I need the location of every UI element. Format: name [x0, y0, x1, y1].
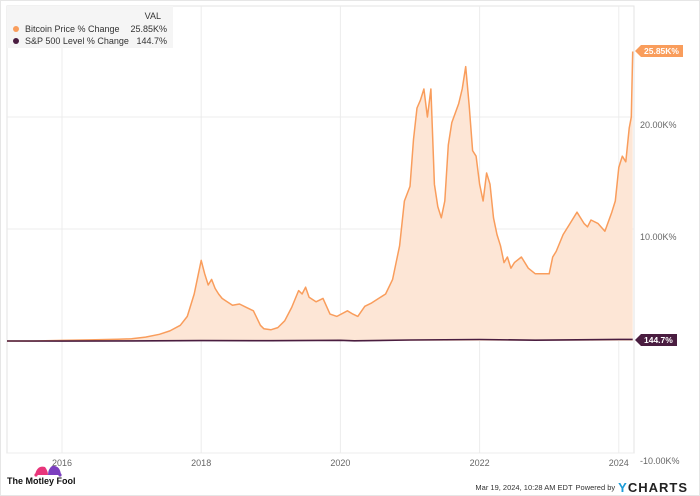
legend-item-sp500[interactable]: S&P 500 Level % Change 144.7% [13, 35, 167, 47]
sp500-dot-icon [13, 38, 19, 44]
legend-item-bitcoin[interactable]: Bitcoin Price % Change 25.85K% [13, 23, 167, 35]
x-axis-label: 2020 [330, 458, 351, 468]
bitcoin-line[interactable] [7, 51, 634, 342]
x-axis-label: 2018 [191, 458, 212, 468]
legend-value: 25.85K% [130, 24, 167, 34]
sp500-value-tag: 144.7% [635, 334, 677, 346]
legend-header: VAL [144, 11, 161, 21]
legend-label: Bitcoin Price % Change [25, 24, 120, 34]
powered-by-text: Powered by [575, 483, 616, 492]
x-axis-label: 2022 [469, 458, 490, 468]
brand-name: The Motley Fool [7, 476, 76, 486]
motley-fool-logo: The Motley Fool [7, 465, 76, 486]
jester-hat-icon [34, 465, 62, 477]
x-axis-label: 2024 [608, 458, 629, 468]
timestamp: Mar 19, 2024, 10:28 AM EDT [475, 483, 573, 492]
y-axis-label: -10.00K% [640, 456, 680, 466]
ycharts-logo[interactable]: YCHARTS [618, 480, 688, 495]
x-axis-label: 2016 [51, 458, 73, 468]
y-axis-label: 20.00K% [640, 120, 677, 130]
bitcoin-value-tag: 25.85K% [635, 45, 683, 57]
y-axis-label: 10.00K% [640, 232, 677, 242]
attribution: Mar 19, 2024, 10:28 AM EDT Powered by YC… [475, 480, 688, 495]
legend-value: 144.7% [136, 36, 167, 46]
sp500-line[interactable] [6, 338, 633, 342]
legend: VAL Bitcoin Price % Change 25.85K% S&P 5… [7, 6, 173, 48]
bitcoin-dot-icon [13, 26, 19, 32]
bitcoin-area [7, 51, 633, 341]
legend-label: S&P 500 Level % Change [25, 36, 129, 46]
